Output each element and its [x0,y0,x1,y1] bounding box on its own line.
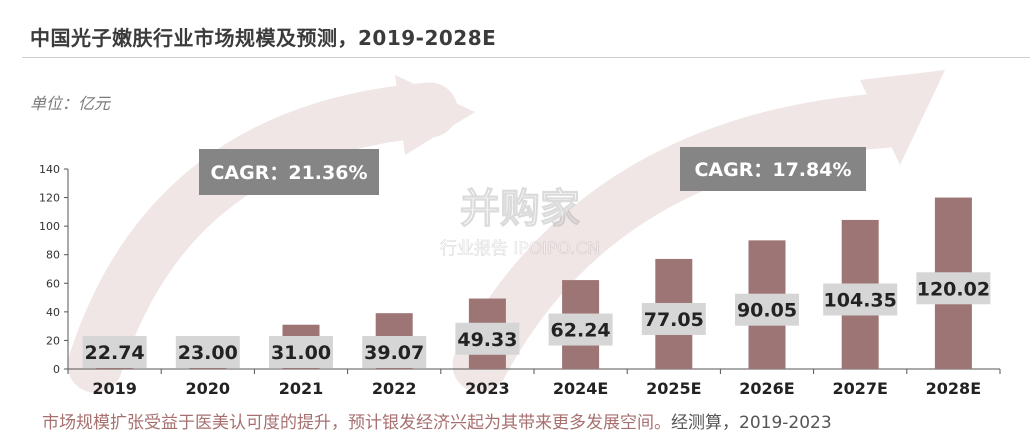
footer-source: 经测算，2019-2023 [671,413,832,433]
right-arc-arrow [452,92,918,393]
value-label: 104.35 [824,289,897,311]
value-label: 23.00 [178,342,238,364]
y-tick-label: 40 [46,306,60,319]
value-label-box [548,313,613,346]
y-tick-label: 60 [46,277,60,290]
y-tick-label: 100 [39,220,60,233]
x-tick-label: 2023 [465,379,510,398]
value-label-box [269,336,333,368]
x-tick-label: 2020 [186,379,231,398]
value-label: 49.33 [457,329,517,351]
x-tick-label: 2019 [92,379,137,398]
value-label: 90.05 [737,300,797,322]
cagr-box [680,147,866,191]
value-label-box [823,283,898,316]
y-tick-label: 80 [46,249,60,262]
right-arrow-head [860,70,945,165]
value-label-box [735,293,799,326]
cagr-label: CAGR：21.36% [210,162,367,184]
value-labels: 22.74 23.00 31.00 39.07 49.33 62.24 77.05 90.05… [82,272,991,368]
watermark-sub: 行业报告 IPOIPO.CN [440,239,600,259]
page-title: 中国光子嫩肤行业市场规模及预测，2019-2028E [30,26,497,50]
cagr-label: CAGR：17.84% [694,159,851,181]
x-tick-label: 2021 [279,379,324,398]
cagr-box [199,149,379,195]
x-tick-label: 2027E [832,379,887,398]
value-label: 22.74 [85,342,145,364]
title-divider [22,57,1030,58]
value-label-box [82,336,147,368]
footer-note: 市场规模扩张受益于医美认可度的提升，预计银发经济兴起为其带来更多发展空间。经测算… [42,408,832,433]
value-label: 62.24 [551,320,611,342]
value-label: 120.02 [917,278,990,300]
y-tick-label: 0 [53,363,60,376]
y-tick-label: 140 [39,163,60,176]
x-tick-label: 2028E [926,379,981,398]
left-arrow-head [395,75,475,155]
unit-label: 单位：亿元 [30,94,111,113]
x-tick-label: 2022 [372,379,417,398]
value-label-box [175,336,240,368]
value-label-box [641,302,706,335]
watermark-brand: 并购家 [460,186,580,232]
value-label-box [362,336,427,368]
x-tick-label: 2024E [553,379,608,398]
footer-note-text: 市场规模扩张受益于医美认可度的提升，预计银发经济兴起为其带来更多发展空间。 [42,413,671,433]
y-tick-label: 20 [46,334,60,347]
value-label-box [455,322,520,355]
x-tick-label: 2026E [739,379,794,398]
value-label: 31.00 [271,342,331,364]
cagr-annotations: CAGR：21.36% CAGR：17.84% [199,147,866,195]
value-label-box [916,272,991,305]
y-tick-label: 120 [39,192,60,205]
value-label: 39.07 [364,342,424,364]
x-tick-label: 2025E [646,379,701,398]
watermark: 并购家 行业报告 IPOIPO.CN [440,186,601,260]
value-label: 77.05 [644,309,704,331]
